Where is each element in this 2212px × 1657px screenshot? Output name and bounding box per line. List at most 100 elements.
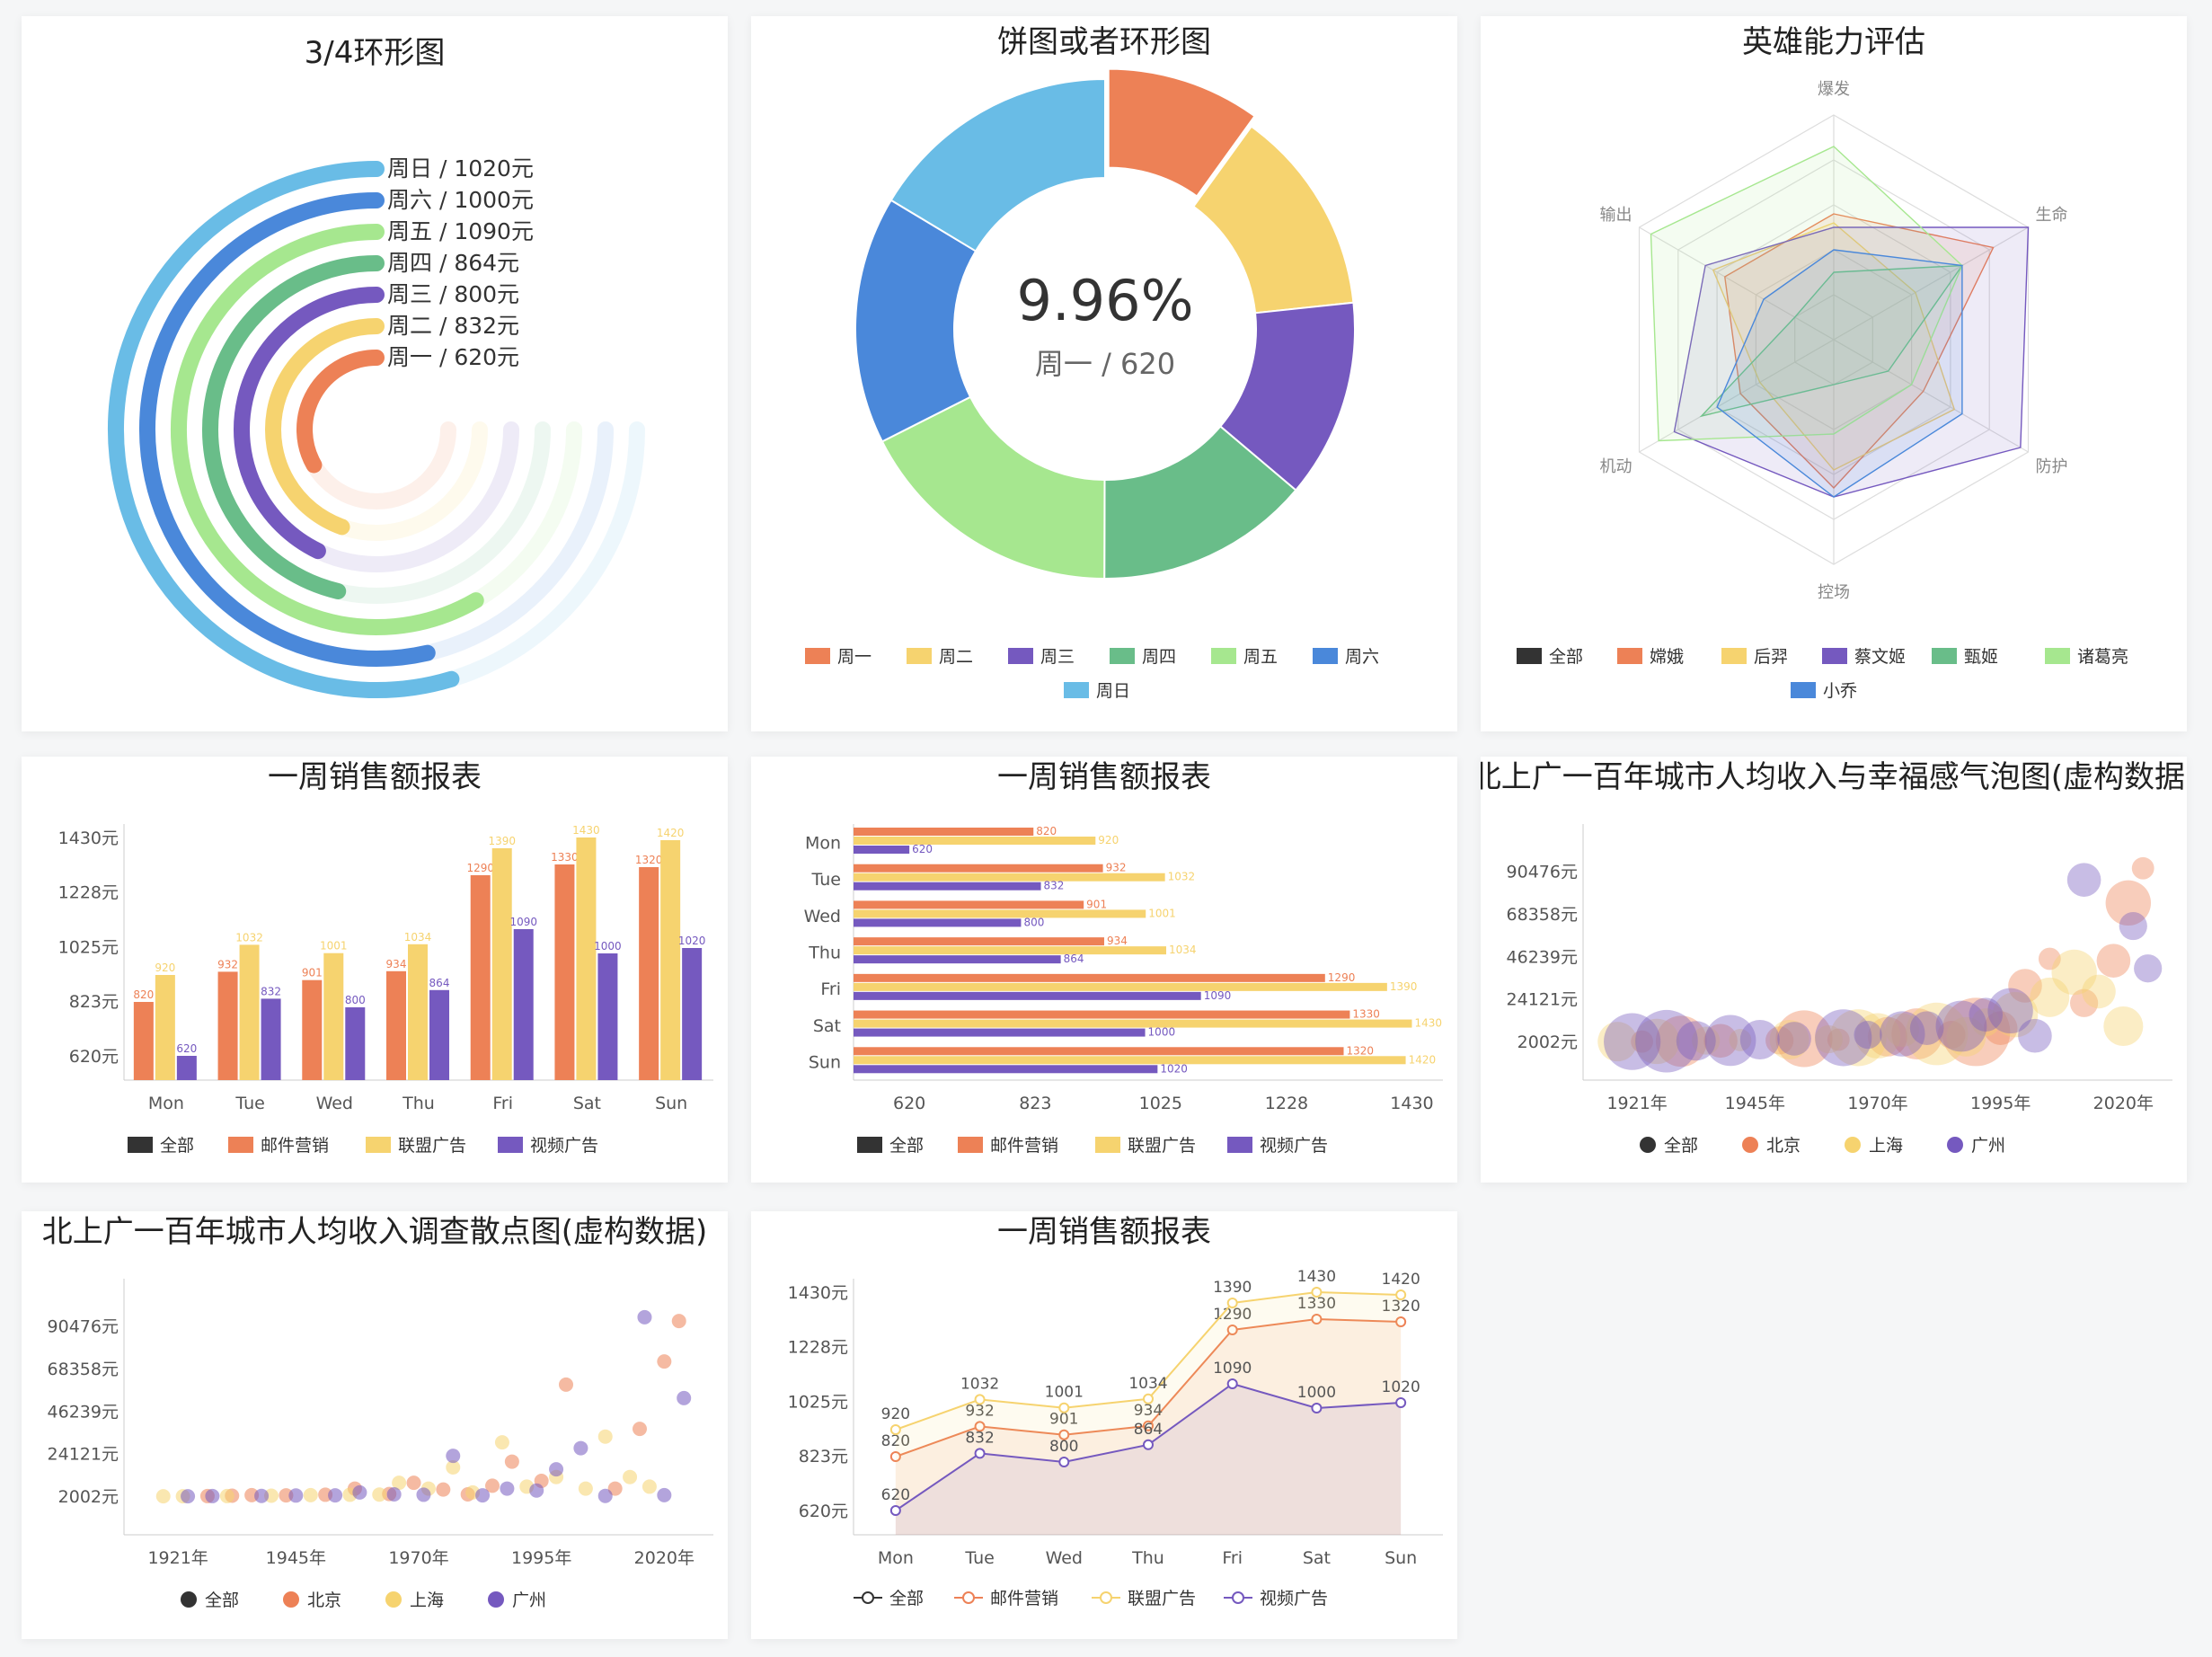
- scatter-point-广州[interactable]: [254, 1488, 270, 1503]
- hbar-bar[interactable]: [854, 1065, 1158, 1074]
- bubble-point-上海[interactable]: [1905, 1002, 1969, 1066]
- vbar-bar[interactable]: [470, 875, 491, 1080]
- bubble-legend-dot-0[interactable]: [1640, 1137, 1656, 1153]
- bubble-point-北京[interactable]: [1631, 1030, 1653, 1053]
- bubble-point-上海[interactable]: [1885, 1013, 1920, 1048]
- radar-legend-swatch-3[interactable]: [1822, 648, 1847, 664]
- hbar-bar[interactable]: [854, 918, 1022, 927]
- donut-legend-swatch-1[interactable]: [907, 648, 932, 664]
- bubble-legend-dot-1[interactable]: [1742, 1137, 1758, 1153]
- hbar-bar[interactable]: [854, 937, 1104, 946]
- vbar-bar[interactable]: [217, 971, 238, 1080]
- bubble-point-上海[interactable]: [2030, 977, 2070, 1017]
- bubble-point-上海[interactable]: [1692, 1026, 1721, 1055]
- bubble-point-广州[interactable]: [1880, 1011, 1925, 1057]
- vbar-bar[interactable]: [639, 867, 659, 1080]
- vbar-bar[interactable]: [597, 953, 618, 1080]
- bubble-point-广州[interactable]: [1909, 1011, 1944, 1045]
- line-point[interactable]: [1143, 1439, 1154, 1450]
- line-legend-marker-3[interactable]: [1232, 1591, 1244, 1604]
- hbar-legend-swatch-3[interactable]: [1227, 1137, 1252, 1153]
- bubble-point-上海[interactable]: [1769, 1020, 1809, 1059]
- bubble-point-广州[interactable]: [1704, 1015, 1756, 1067]
- hbar-legend-swatch-1[interactable]: [958, 1137, 983, 1153]
- bubble-point-北京[interactable]: [1703, 1023, 1738, 1059]
- bubble-point-上海[interactable]: [1829, 1009, 1887, 1067]
- vbar-bar[interactable]: [682, 948, 703, 1080]
- vbar-legend-swatch-2[interactable]: [366, 1137, 391, 1153]
- scatter-point-北京[interactable]: [671, 1314, 686, 1329]
- vbar-bar[interactable]: [155, 975, 175, 1080]
- vbar-bar[interactable]: [133, 1002, 154, 1080]
- hbar-bar[interactable]: [854, 973, 1325, 982]
- vbar-bar[interactable]: [660, 840, 681, 1080]
- line-point[interactable]: [1311, 1403, 1323, 1413]
- bubble-point-北京[interactable]: [2096, 944, 2131, 978]
- bubble-point-广州[interactable]: [1676, 1021, 1716, 1061]
- scatter-point-北京[interactable]: [406, 1475, 421, 1491]
- bubble-point-上海[interactable]: [1946, 1016, 1986, 1057]
- donut-legend-swatch-0[interactable]: [805, 648, 830, 664]
- vbar-bar[interactable]: [302, 979, 323, 1080]
- vbar-legend-swatch-3[interactable]: [498, 1137, 523, 1153]
- vbar-bar[interactable]: [513, 929, 534, 1080]
- vbar-bar[interactable]: [386, 970, 406, 1080]
- scatter-point-广州[interactable]: [386, 1487, 402, 1502]
- scatter-point-广州[interactable]: [549, 1462, 564, 1477]
- line-point[interactable]: [1058, 1429, 1070, 1440]
- bubble-point-北京[interactable]: [2038, 947, 2061, 970]
- bubble-point-北京[interactable]: [1867, 1016, 1907, 1057]
- hbar-bar[interactable]: [854, 1047, 1344, 1056]
- bubble-point-北京[interactable]: [2008, 969, 2042, 1003]
- scatter-point-上海[interactable]: [597, 1429, 613, 1444]
- line-point[interactable]: [1395, 1316, 1407, 1327]
- bubble-point-广州[interactable]: [1604, 1013, 1661, 1070]
- donut-slice-0[interactable]: [1107, 67, 1256, 198]
- line-point[interactable]: [1226, 1325, 1238, 1335]
- scatter-point-广州[interactable]: [677, 1390, 692, 1405]
- scatter-point-上海[interactable]: [372, 1487, 387, 1502]
- bubble-point-上海[interactable]: [2051, 949, 2097, 996]
- scatter-point-广州[interactable]: [637, 1309, 652, 1325]
- scatter-point-北京[interactable]: [485, 1478, 500, 1493]
- hbar-bar[interactable]: [854, 991, 1201, 1000]
- scatter-point-北京[interactable]: [607, 1481, 623, 1496]
- scatter-point-广州[interactable]: [352, 1484, 367, 1500]
- bubble-point-上海[interactable]: [1814, 1024, 1843, 1054]
- line-point[interactable]: [889, 1505, 901, 1516]
- scatter-point-广州[interactable]: [475, 1488, 491, 1503]
- scatter-point-上海[interactable]: [641, 1479, 657, 1494]
- donut-slice-6[interactable]: [889, 77, 1106, 253]
- hbar-bar[interactable]: [854, 1010, 1350, 1019]
- scatter-legend-dot-2[interactable]: [385, 1591, 402, 1608]
- hbar-bar[interactable]: [854, 946, 1167, 955]
- radar-legend-swatch-5[interactable]: [2045, 648, 2070, 664]
- line-point[interactable]: [889, 1451, 901, 1462]
- hbar-bar[interactable]: [854, 846, 910, 854]
- line-point[interactable]: [1395, 1289, 1407, 1300]
- bubble-point-广州[interactable]: [2119, 911, 2147, 941]
- vbar-bar[interactable]: [345, 1007, 366, 1080]
- line-point[interactable]: [1311, 1314, 1323, 1325]
- bubble-point-广州[interactable]: [1935, 1000, 1987, 1052]
- donut-legend-swatch-4[interactable]: [1211, 648, 1236, 664]
- bubble-point-上海[interactable]: [1854, 1013, 1901, 1059]
- bubble-point-广州[interactable]: [1987, 988, 2033, 1034]
- bubble-point-上海[interactable]: [1971, 1008, 2000, 1037]
- line-point[interactable]: [1311, 1287, 1323, 1298]
- line-point[interactable]: [974, 1421, 986, 1432]
- scatter-point-广州[interactable]: [597, 1488, 613, 1503]
- bubble-point-北京[interactable]: [2131, 856, 2154, 880]
- scatter-point-广州[interactable]: [500, 1481, 515, 1496]
- hbar-bar[interactable]: [854, 837, 1096, 845]
- radar-legend-swatch-1[interactable]: [1617, 648, 1642, 664]
- bubble-point-广州[interactable]: [1739, 1020, 1780, 1059]
- hbar-legend-swatch-2[interactable]: [1095, 1137, 1120, 1153]
- bubble-point-上海[interactable]: [1992, 991, 2039, 1038]
- radar-legend-swatch-0[interactable]: [1517, 648, 1542, 664]
- scatter-point-上海[interactable]: [623, 1469, 638, 1484]
- bubble-point-广州[interactable]: [1815, 1009, 1872, 1067]
- vbar-bar[interactable]: [576, 837, 597, 1080]
- hbar-bar[interactable]: [854, 828, 1034, 836]
- bubble-point-北京[interactable]: [1775, 1010, 1833, 1068]
